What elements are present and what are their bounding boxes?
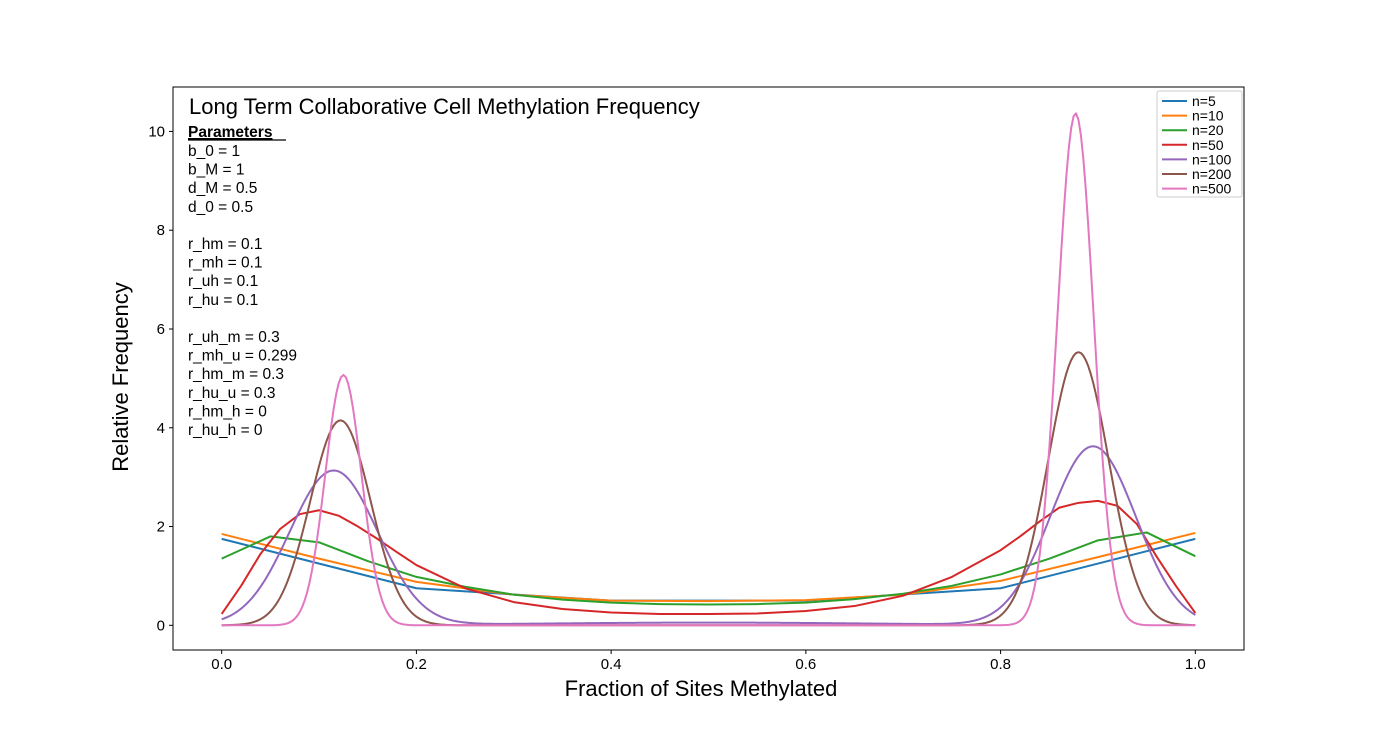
parameter-line: r_uh_m = 0.3	[188, 329, 280, 346]
y-tick-label: 4	[157, 420, 165, 437]
parameter-line: r_mh = 0.1	[188, 255, 263, 272]
legend-label: n=10	[1192, 108, 1224, 124]
y-tick-label: 8	[157, 222, 165, 239]
parameter-line: r_hu_h = 0	[188, 422, 263, 439]
y-axis-title: Relative Frequency	[108, 282, 133, 472]
y-tick-label: 6	[157, 321, 165, 338]
parameter-line: r_hm_h = 0	[188, 403, 267, 420]
series-layer	[220, 112, 1197, 627]
parameter-line: d_0 = 0.5	[188, 199, 253, 216]
legend-label: n=20	[1192, 122, 1224, 138]
parameter-line: r_hm_m = 0.3	[188, 366, 284, 383]
x-tick-label: 0.8	[990, 656, 1011, 673]
y-axis: 0 2 4 6 8 10	[148, 123, 173, 634]
parameter-line: r_hm = 0.1	[188, 236, 263, 253]
parameter-line: r_mh_u = 0.299	[188, 348, 297, 365]
x-axis: 0.0 0.2 0.4 0.6 0.8 1.0	[211, 650, 1206, 673]
parameter-line: b_0 = 1	[188, 143, 240, 160]
legend-label: n=100	[1192, 151, 1232, 167]
series-line-n-20	[221, 531, 1196, 606]
parameter-line: d_M = 0.5	[188, 180, 257, 197]
y-tick-label: 0	[157, 617, 165, 634]
parameter-line: r_hu_u = 0.3	[188, 385, 275, 402]
legend-label: n=200	[1192, 166, 1232, 182]
legend-frame	[1156, 90, 1243, 198]
parameter-line: b_M = 1	[188, 162, 244, 179]
x-tick-label: 0.6	[795, 656, 816, 673]
series-line-n-50	[220, 499, 1197, 615]
parameters-box: Parameters b_0 = 1 b_M = 1d_M = 0.5 d_0 = 0…	[188, 124, 297, 439]
parameter-line: r_hu = 0.1	[188, 292, 258, 309]
chart-title: Long Term Collaborative Cell Methylation…	[189, 94, 700, 119]
x-tick-label: 1.0	[1185, 656, 1206, 673]
x-tick-label: 0.4	[601, 656, 622, 673]
parameters-heading: Parameters	[188, 124, 272, 141]
series-line-n-100	[221, 445, 1196, 625]
parameter-line: r_uh = 0.1	[188, 273, 258, 290]
legend-label: n=50	[1192, 137, 1224, 153]
legend-label: n=5	[1192, 93, 1216, 109]
plot-frame	[172, 86, 1245, 651]
x-tick-label: 0.0	[211, 656, 232, 673]
x-axis-title: Fraction of Sites Methylated	[565, 676, 838, 701]
series-line-n-500	[221, 112, 1196, 627]
series-line-n-10	[221, 531, 1196, 603]
y-tick-label: 2	[157, 519, 165, 536]
y-tick-label: 10	[148, 123, 165, 140]
legend-label: n=500	[1192, 181, 1232, 197]
x-tick-label: 0.2	[406, 656, 427, 673]
